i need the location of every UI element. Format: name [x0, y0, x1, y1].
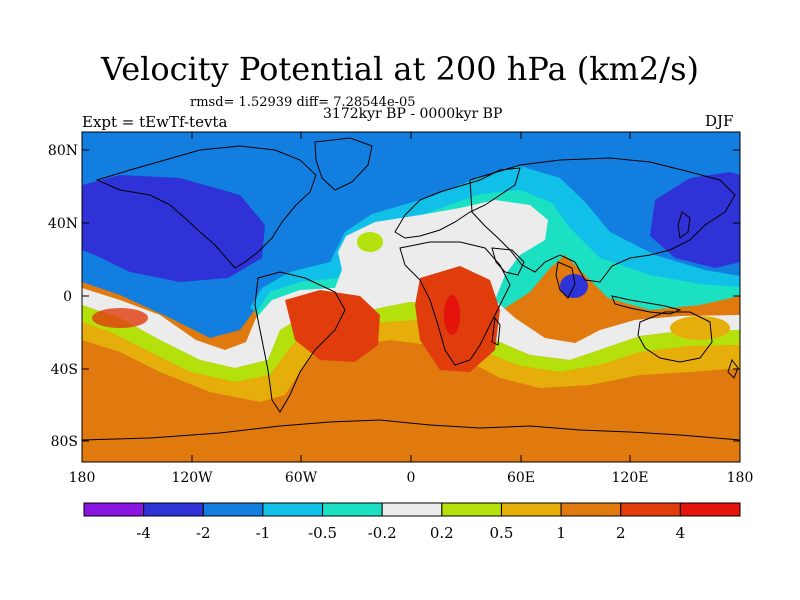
colorbar-label: -1 — [256, 524, 271, 542]
colorbar-label: 0.2 — [430, 524, 454, 542]
colorbar-swatch — [679, 502, 741, 517]
colorbar-swatch — [202, 502, 264, 517]
stats-label: rmsd= 1.52939 diff= 7.28544e-05 — [190, 95, 416, 110]
lon-label-180w: 180 — [69, 470, 96, 486]
colorbar — [83, 502, 741, 517]
colorbar-swatch — [560, 502, 622, 517]
colorbar-swatch — [441, 502, 502, 517]
colorbar-swatch — [620, 502, 681, 517]
contour-field — [82, 132, 740, 462]
colorbar-swatch — [381, 502, 443, 517]
colorbar-label: -0.2 — [368, 524, 397, 542]
colorbar-labels: -4 -2 -1 -0.5 -0.2 0.2 0.5 1 2 4 — [136, 524, 685, 542]
colorbar-label: 1 — [556, 524, 566, 542]
colorbar-swatch — [500, 502, 562, 517]
colorbar-swatch — [83, 502, 145, 517]
coastlines — [82, 137, 740, 441]
latitude-ticks — [82, 149, 740, 442]
period-label: 3172kyr BP - 0000kyr BP — [323, 106, 503, 122]
lon-label-60e: 60E — [507, 470, 535, 486]
lat-label-80s: 80S — [51, 434, 78, 450]
colorbar-label: 2 — [616, 524, 626, 542]
season-label: DJF — [705, 112, 734, 130]
lat-label-40s: 40S — [51, 362, 78, 378]
colorbar-label: 4 — [676, 524, 686, 542]
colorbar-label: -4 — [136, 524, 151, 542]
longitude-ticks — [81, 132, 631, 462]
colorbar-label: -2 — [196, 524, 211, 542]
lat-label-0: 0 — [63, 289, 72, 305]
experiment-label: Expt = tEwTf-tevta — [82, 113, 228, 131]
map-title: Velocity Potential at 200 hPa (km2/s) — [101, 50, 699, 88]
lon-label-60w: 60W — [285, 470, 318, 486]
lon-label-180e: 180 — [727, 470, 754, 486]
lon-label-120w: 120W — [171, 470, 213, 486]
lon-label-0: 0 — [407, 470, 416, 486]
colorbar-swatch — [322, 502, 383, 517]
lat-label-80n: 80N — [48, 143, 78, 159]
colorbar-swatch — [143, 502, 204, 517]
colorbar-label: -0.5 — [308, 524, 337, 542]
lat-label-40n: 40N — [48, 216, 78, 232]
lon-label-120e: 120E — [612, 470, 649, 486]
colorbar-swatch — [262, 502, 324, 517]
colorbar-label: 0.5 — [490, 524, 514, 542]
